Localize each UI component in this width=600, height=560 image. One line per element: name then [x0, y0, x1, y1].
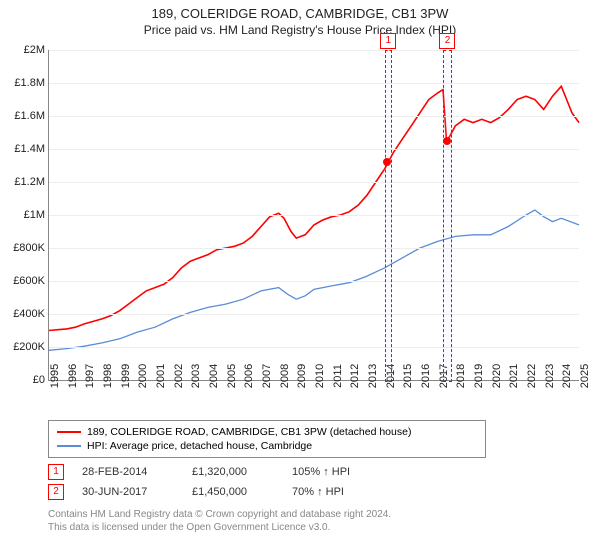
x-tick-label: 2015 — [402, 364, 414, 388]
y-tick-label: £1.2M — [3, 176, 45, 188]
page-title: 189, COLERIDGE ROAD, CAMBRIDGE, CB1 3PW — [0, 0, 600, 21]
price-chart: £0£200K£400K£600K£800K£1M£1.2M£1.4M£1.6M… — [48, 50, 578, 380]
transaction-marker-band: 1 — [385, 50, 392, 382]
transaction-row: 2 30-JUN-2017£1,450,00070% ↑ HPI — [48, 482, 392, 502]
x-tick-label: 2023 — [544, 364, 556, 388]
x-tick-label: 2021 — [508, 364, 520, 388]
x-tick-label: 2001 — [155, 364, 167, 388]
transaction-price: £1,450,000 — [192, 486, 292, 498]
x-tick-label: 1995 — [49, 364, 61, 388]
x-tick-label: 2003 — [190, 364, 202, 388]
y-gridline — [49, 116, 579, 117]
x-tick-label: 2005 — [226, 364, 238, 388]
transaction-price: £1,320,000 — [192, 466, 292, 478]
x-tick-label: 1996 — [67, 364, 79, 388]
transaction-row: 1 28-FEB-2014£1,320,000105% ↑ HPI — [48, 462, 392, 482]
transaction-marker-dot — [443, 137, 451, 145]
transaction-pct: 70% ↑ HPI — [292, 486, 392, 498]
legend-label: 189, COLERIDGE ROAD, CAMBRIDGE, CB1 3PW … — [87, 426, 411, 438]
y-tick-label: £1.8M — [3, 77, 45, 89]
x-tick-label: 2013 — [367, 364, 379, 388]
x-tick-label: 2004 — [208, 364, 220, 388]
x-tick-label: 1999 — [120, 364, 132, 388]
y-gridline — [49, 248, 579, 249]
x-tick-label: 2016 — [420, 364, 432, 388]
legend-item: 189, COLERIDGE ROAD, CAMBRIDGE, CB1 3PW … — [57, 425, 477, 439]
x-tick-label: 2002 — [173, 364, 185, 388]
y-gridline — [49, 149, 579, 150]
y-gridline — [49, 314, 579, 315]
y-gridline — [49, 347, 579, 348]
y-tick-label: £1M — [3, 209, 45, 221]
x-tick-label: 2020 — [491, 364, 503, 388]
x-tick-label: 1997 — [84, 364, 96, 388]
x-tick-label: 2012 — [349, 364, 361, 388]
legend: 189, COLERIDGE ROAD, CAMBRIDGE, CB1 3PW … — [48, 420, 486, 458]
x-tick-label: 2009 — [296, 364, 308, 388]
x-tick-label: 2007 — [261, 364, 273, 388]
y-tick-label: £600K — [3, 275, 45, 287]
y-gridline — [49, 215, 579, 216]
y-tick-label: £200K — [3, 341, 45, 353]
x-tick-label: 2010 — [314, 364, 326, 388]
y-gridline — [49, 281, 579, 282]
x-tick-label: 2008 — [279, 364, 291, 388]
transaction-badge: 2 — [48, 484, 64, 500]
y-tick-label: £0 — [3, 374, 45, 386]
x-tick-label: 2011 — [332, 364, 344, 388]
x-tick-label: 2025 — [579, 364, 591, 388]
y-gridline — [49, 182, 579, 183]
transaction-marker-dot — [383, 158, 391, 166]
x-tick-label: 2006 — [243, 364, 255, 388]
x-tick-label: 2024 — [561, 364, 573, 388]
transactions-table: 1 28-FEB-2014£1,320,000105% ↑ HPI 2 30-JUN-… — [48, 462, 392, 502]
y-tick-label: £400K — [3, 308, 45, 320]
footer-line: Contains HM Land Registry data © Crown c… — [48, 508, 391, 521]
x-tick-label: 2022 — [526, 364, 538, 388]
plot-area: £0£200K£400K£600K£800K£1M£1.2M£1.4M£1.6M… — [48, 50, 579, 381]
y-tick-label: £1.4M — [3, 143, 45, 155]
transaction-badge: 1 — [48, 464, 64, 480]
series-line — [49, 86, 579, 330]
y-gridline — [49, 50, 579, 51]
transaction-date: 30-JUN-2017 — [82, 486, 192, 498]
y-tick-label: £800K — [3, 242, 45, 254]
transaction-marker-band: 2 — [443, 50, 452, 382]
transaction-date: 28-FEB-2014 — [82, 466, 192, 478]
legend-label: HPI: Average price, detached house, Camb… — [87, 440, 312, 452]
x-tick-label: 2000 — [137, 364, 149, 388]
transaction-pct: 105% ↑ HPI — [292, 466, 392, 478]
y-gridline — [49, 83, 579, 84]
y-tick-label: £1.6M — [3, 110, 45, 122]
footer-line: This data is licensed under the Open Gov… — [48, 521, 391, 534]
x-tick-label: 1998 — [102, 364, 114, 388]
x-tick-label: 2019 — [473, 364, 485, 388]
page-subtitle: Price paid vs. HM Land Registry's House … — [0, 21, 600, 37]
transaction-marker-label: 1 — [380, 33, 396, 49]
legend-item: HPI: Average price, detached house, Camb… — [57, 439, 477, 453]
transaction-marker-label: 2 — [439, 33, 455, 49]
x-tick-label: 2018 — [455, 364, 467, 388]
y-tick-label: £2M — [3, 44, 45, 56]
legend-swatch — [57, 445, 81, 447]
legend-swatch — [57, 431, 81, 433]
footer-attribution: Contains HM Land Registry data © Crown c… — [48, 508, 391, 534]
